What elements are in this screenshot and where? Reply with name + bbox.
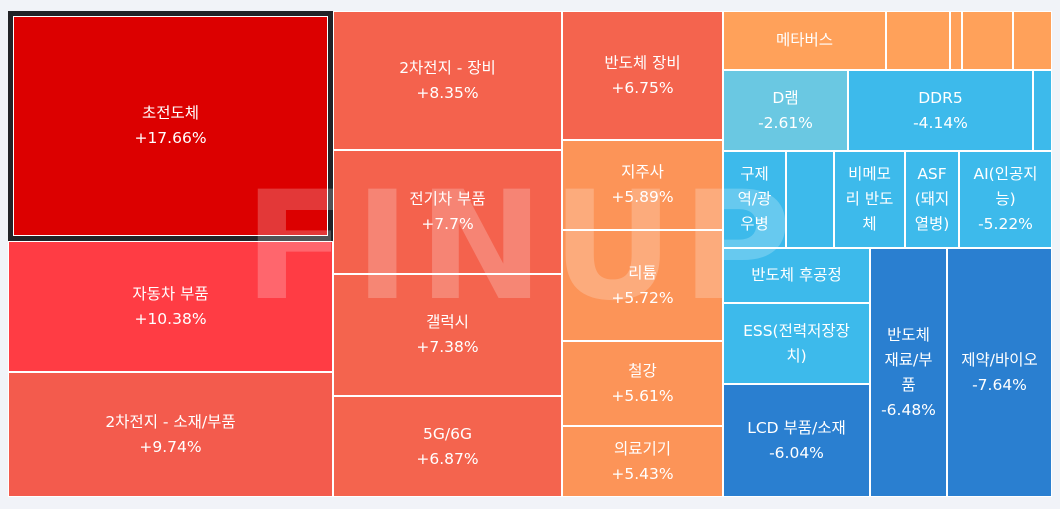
sector-change: -6.48% (881, 400, 936, 419)
sector-change: +7.38% (416, 338, 479, 356)
sector-change: +5.61% (611, 386, 674, 405)
sector-change: -4.14% (913, 113, 968, 132)
treemap-cell[interactable] (1033, 70, 1052, 151)
sector-name: 리튬 (628, 263, 657, 282)
sector-change: -6.04% (769, 443, 824, 462)
treemap-cell[interactable]: ESS(전력저장장 치) (723, 303, 870, 384)
sector-name: 비메모 리 반도 체 (845, 165, 894, 233)
treemap-cell[interactable]: 의료기기 +5.43% (562, 426, 723, 497)
sector-name: DDR5 (918, 88, 963, 107)
sector-change: +6.75% (611, 78, 674, 97)
treemap-cell[interactable]: 철강 +5.61% (562, 341, 723, 426)
treemap-cell[interactable]: 초전도체 +17.66% (8, 11, 333, 241)
sector-name: 철강 (628, 361, 657, 380)
sector-name: LCD 부품/소재 (747, 418, 846, 437)
sector-name: 자동차 부품 (132, 284, 209, 303)
treemap-cell[interactable]: 메타버스 (723, 11, 886, 70)
sector-name: 5G/6G (423, 424, 472, 443)
treemap-cell[interactable]: LCD 부품/소재 -6.04% (723, 384, 870, 497)
treemap-cell[interactable]: 리튬 +5.72% (562, 230, 723, 341)
sector-name: 초전도체 (141, 104, 200, 122)
treemap-cell[interactable]: 2차전지 - 소재/부품 +9.74% (8, 372, 333, 497)
sector-change: +9.74% (139, 437, 202, 456)
treemap-cell[interactable]: DDR5 -4.14% (848, 70, 1033, 151)
treemap-cell[interactable]: 비메모 리 반도 체 (834, 151, 905, 248)
treemap-cell[interactable]: AI(인공지 능) -5.22% (959, 151, 1052, 248)
treemap-cell[interactable] (786, 151, 834, 248)
sector-name: 구제 역/광 우병 (737, 165, 772, 233)
sector-name: 제약/바이오 (961, 350, 1038, 369)
sector-name: 반도체 장비 (604, 53, 681, 72)
treemap-cell[interactable] (1013, 11, 1052, 70)
treemap-cell[interactable]: 자동차 부품 +10.38% (8, 241, 333, 372)
sector-change: +5.89% (611, 188, 674, 206)
treemap-cell[interactable]: 5G/6G +6.87% (333, 396, 562, 497)
treemap-cell[interactable] (962, 11, 1013, 70)
treemap-cell[interactable]: 갤럭시 +7.38% (333, 274, 562, 396)
treemap-cell[interactable]: 반도체 후공정 (723, 248, 870, 303)
treemap-cell[interactable]: D램 -2.61% (723, 70, 848, 151)
sector-name: 2차전지 - 장비 (399, 58, 496, 77)
treemap-cell[interactable]: 2차전지 - 장비 +8.35% (333, 11, 562, 150)
sector-change: -7.64% (972, 375, 1027, 394)
sector-name: ASF (돼지 열병) (914, 165, 950, 233)
sector-change: +5.72% (611, 288, 674, 307)
sector-change: +6.87% (416, 449, 479, 468)
sector-name: 전기차 부품 (409, 190, 486, 208)
sector-change: +7.7% (421, 215, 474, 233)
sector-name: 의료기기 (613, 439, 672, 458)
sector-change: +10.38% (134, 309, 207, 328)
sector-change: -5.22% (978, 215, 1033, 233)
treemap-cell[interactable]: 지주사 +5.89% (562, 140, 723, 230)
sector-name: 반도체 재료/부 품 (884, 325, 933, 394)
sector-name: 2차전지 - 소재/부품 (105, 412, 236, 431)
sector-name: 메타버스 (775, 31, 834, 49)
treemap-cell[interactable]: 구제 역/광 우병 (723, 151, 786, 248)
treemap-cell[interactable] (886, 11, 950, 70)
sector-name: D램 (772, 88, 799, 107)
sector-change: +8.35% (416, 83, 479, 102)
sector-name: 갤럭시 (426, 313, 469, 331)
treemap-cell[interactable] (950, 11, 962, 70)
sector-name: AI(인공지 능) (973, 165, 1038, 208)
sector-name: 지주사 (621, 163, 664, 181)
sector-change: +17.66% (134, 129, 207, 147)
treemap-cell[interactable]: 제약/바이오 -7.64% (947, 248, 1052, 497)
sector-change: -2.61% (758, 113, 813, 132)
treemap-cell[interactable]: 전기차 부품 +7.7% (333, 150, 562, 274)
treemap-cell[interactable]: 반도체 재료/부 품 -6.48% (870, 248, 947, 497)
sector-name: 반도체 후공정 (751, 266, 842, 284)
sector-name: ESS(전력저장장 치) (743, 321, 850, 365)
treemap-cell[interactable]: ASF (돼지 열병) (905, 151, 959, 248)
treemap-cell[interactable]: 반도체 장비 +6.75% (562, 11, 723, 140)
sector-change: +5.43% (611, 464, 674, 483)
